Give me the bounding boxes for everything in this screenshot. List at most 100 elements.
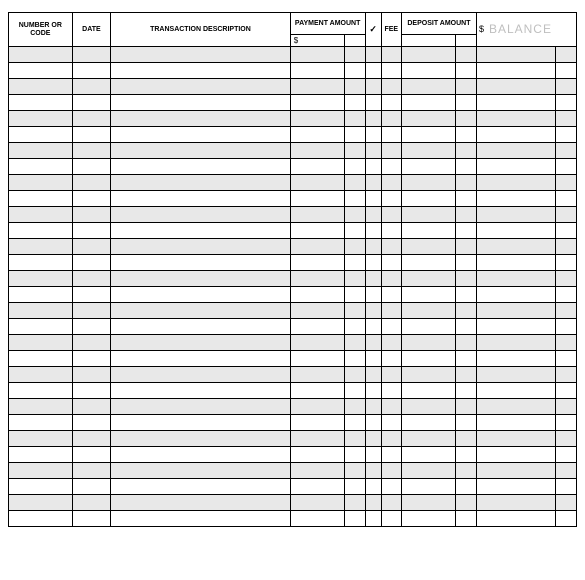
ledger-cell[interactable]: [345, 143, 365, 159]
ledger-cell[interactable]: [365, 335, 381, 351]
ledger-cell[interactable]: [345, 191, 365, 207]
ledger-cell[interactable]: [345, 239, 365, 255]
ledger-cell[interactable]: [456, 47, 476, 63]
ledger-cell[interactable]: [381, 239, 401, 255]
ledger-cell[interactable]: [401, 143, 456, 159]
ledger-cell[interactable]: [556, 159, 577, 175]
ledger-cell[interactable]: [111, 511, 290, 527]
ledger-cell[interactable]: [365, 447, 381, 463]
ledger-cell[interactable]: [476, 447, 556, 463]
ledger-cell[interactable]: [556, 431, 577, 447]
ledger-cell[interactable]: [365, 239, 381, 255]
ledger-cell[interactable]: [381, 511, 401, 527]
ledger-cell[interactable]: [9, 351, 73, 367]
ledger-cell[interactable]: [381, 319, 401, 335]
ledger-cell[interactable]: [290, 111, 345, 127]
ledger-cell[interactable]: [476, 223, 556, 239]
ledger-cell[interactable]: [556, 63, 577, 79]
ledger-cell[interactable]: [456, 143, 476, 159]
ledger-cell[interactable]: [456, 399, 476, 415]
ledger-cell[interactable]: [290, 383, 345, 399]
ledger-cell[interactable]: [111, 191, 290, 207]
ledger-cell[interactable]: [476, 511, 556, 527]
ledger-cell[interactable]: [111, 463, 290, 479]
ledger-cell[interactable]: [72, 207, 111, 223]
ledger-cell[interactable]: [365, 399, 381, 415]
ledger-cell[interactable]: [456, 303, 476, 319]
ledger-cell[interactable]: [381, 111, 401, 127]
ledger-cell[interactable]: [456, 223, 476, 239]
ledger-cell[interactable]: [381, 399, 401, 415]
ledger-cell[interactable]: [290, 159, 345, 175]
ledger-cell[interactable]: [365, 287, 381, 303]
ledger-cell[interactable]: [476, 415, 556, 431]
ledger-cell[interactable]: [476, 239, 556, 255]
ledger-cell[interactable]: [456, 511, 476, 527]
ledger-cell[interactable]: [111, 319, 290, 335]
ledger-cell[interactable]: [476, 127, 556, 143]
ledger-cell[interactable]: [72, 111, 111, 127]
ledger-cell[interactable]: [72, 367, 111, 383]
ledger-cell[interactable]: [345, 367, 365, 383]
ledger-cell[interactable]: [111, 79, 290, 95]
ledger-cell[interactable]: [556, 223, 577, 239]
ledger-cell[interactable]: [456, 479, 476, 495]
ledger-cell[interactable]: [72, 495, 111, 511]
ledger-cell[interactable]: [456, 79, 476, 95]
ledger-cell[interactable]: [9, 207, 73, 223]
ledger-cell[interactable]: [556, 47, 577, 63]
ledger-cell[interactable]: [290, 351, 345, 367]
ledger-cell[interactable]: [345, 63, 365, 79]
ledger-cell[interactable]: [476, 95, 556, 111]
ledger-cell[interactable]: [9, 255, 73, 271]
ledger-cell[interactable]: [290, 207, 345, 223]
ledger-cell[interactable]: [72, 255, 111, 271]
ledger-cell[interactable]: [456, 367, 476, 383]
ledger-cell[interactable]: [401, 271, 456, 287]
ledger-cell[interactable]: [9, 431, 73, 447]
ledger-cell[interactable]: [290, 399, 345, 415]
ledger-cell[interactable]: [456, 431, 476, 447]
ledger-cell[interactable]: [9, 495, 73, 511]
ledger-cell[interactable]: [72, 447, 111, 463]
ledger-cell[interactable]: [290, 47, 345, 63]
ledger-cell[interactable]: [290, 335, 345, 351]
ledger-cell[interactable]: [72, 95, 111, 111]
ledger-cell[interactable]: [72, 239, 111, 255]
ledger-cell[interactable]: [476, 495, 556, 511]
ledger-cell[interactable]: [290, 79, 345, 95]
ledger-cell[interactable]: [345, 383, 365, 399]
ledger-cell[interactable]: [290, 303, 345, 319]
ledger-cell[interactable]: [456, 95, 476, 111]
ledger-cell[interactable]: [9, 367, 73, 383]
ledger-cell[interactable]: [381, 159, 401, 175]
ledger-cell[interactable]: [401, 431, 456, 447]
ledger-cell[interactable]: [401, 239, 456, 255]
ledger-cell[interactable]: [111, 223, 290, 239]
ledger-cell[interactable]: [290, 287, 345, 303]
ledger-cell[interactable]: [9, 287, 73, 303]
ledger-cell[interactable]: [381, 431, 401, 447]
ledger-cell[interactable]: [381, 271, 401, 287]
ledger-cell[interactable]: [456, 415, 476, 431]
ledger-cell[interactable]: [401, 495, 456, 511]
ledger-cell[interactable]: [365, 255, 381, 271]
ledger-cell[interactable]: [556, 287, 577, 303]
ledger-cell[interactable]: [556, 239, 577, 255]
ledger-cell[interactable]: [111, 239, 290, 255]
ledger-cell[interactable]: [365, 463, 381, 479]
ledger-cell[interactable]: [476, 79, 556, 95]
ledger-cell[interactable]: [476, 47, 556, 63]
ledger-cell[interactable]: [381, 303, 401, 319]
ledger-cell[interactable]: [9, 335, 73, 351]
ledger-cell[interactable]: [9, 239, 73, 255]
ledger-cell[interactable]: [290, 479, 345, 495]
ledger-cell[interactable]: [556, 127, 577, 143]
ledger-cell[interactable]: [72, 319, 111, 335]
ledger-cell[interactable]: [9, 47, 73, 63]
ledger-cell[interactable]: [290, 127, 345, 143]
ledger-cell[interactable]: [401, 127, 456, 143]
ledger-cell[interactable]: [111, 479, 290, 495]
ledger-cell[interactable]: [456, 127, 476, 143]
ledger-cell[interactable]: [365, 511, 381, 527]
